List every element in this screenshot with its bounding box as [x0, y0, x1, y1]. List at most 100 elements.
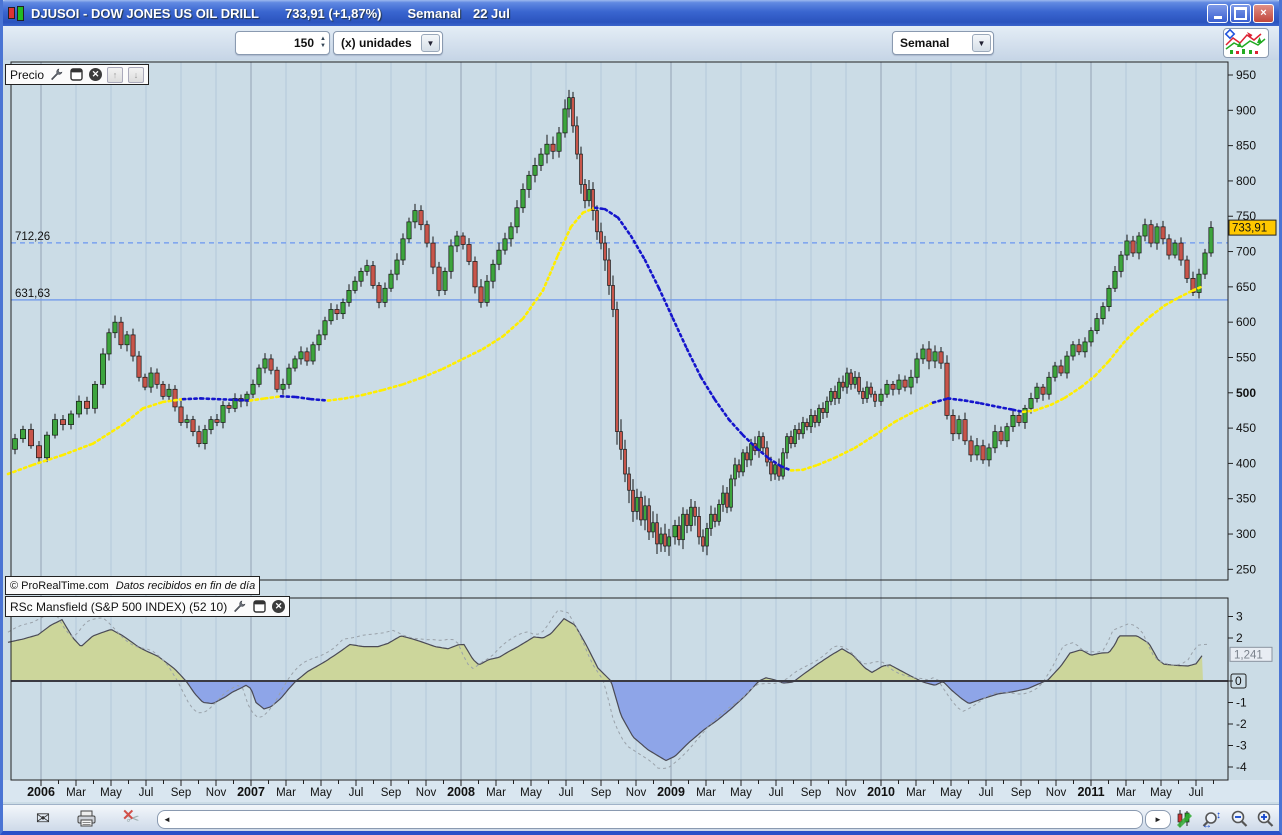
title-symbol: DJUSOI - DOW JONES US OIL DRILL	[31, 5, 260, 21]
print-icon[interactable]	[75, 808, 99, 829]
spinner-arrows-icon[interactable]: ▲ ▼	[320, 36, 326, 49]
svg-text:2006: 2006	[27, 785, 55, 799]
svg-text:Mar: Mar	[696, 787, 716, 799]
units-count-value: 150	[293, 36, 314, 50]
toolbar: 150 ▲ ▼ (x) unidades ▼ Semanal ▼	[3, 26, 1279, 61]
title-date: 22 Jul	[472, 5, 510, 21]
zoom-fit-icon[interactable]: ↕ ↔	[1200, 808, 1224, 829]
minimize-button[interactable]	[1207, 4, 1228, 23]
svg-text:450: 450	[1236, 421, 1256, 435]
disabled-cross-icon: ✕	[122, 807, 135, 824]
svg-text:Sep: Sep	[591, 787, 611, 799]
maximize-button[interactable]	[1230, 4, 1251, 23]
svg-text:2008: 2008	[447, 785, 475, 799]
detach-window-icon[interactable]	[69, 67, 84, 82]
svg-text:600: 600	[1236, 315, 1256, 329]
svg-text:Jul: Jul	[139, 787, 154, 799]
svg-text:550: 550	[1236, 350, 1256, 364]
chart-plot-surface[interactable]: 712,26 631,63 250 300 350 400 450 500 550 600 650 7…	[3, 0, 1282, 835]
svg-text:Jul: Jul	[559, 787, 574, 799]
cut-icon-disabled: ✂ ✕	[122, 807, 140, 828]
svg-text:850: 850	[1236, 139, 1256, 153]
move-panel-down-icon[interactable]: ↓	[128, 66, 145, 83]
rsc-mansfield-indicator[interactable]	[7, 609, 1228, 770]
wrench-icon[interactable]	[232, 599, 247, 614]
wrench-icon[interactable]	[49, 67, 64, 82]
last-price-label: 733,91	[1232, 223, 1267, 235]
svg-text:Sep: Sep	[801, 787, 821, 799]
svg-text:Jul: Jul	[769, 787, 784, 799]
candles	[12, 89, 1214, 556]
svg-text:Mar: Mar	[66, 787, 86, 799]
svg-text:800: 800	[1236, 174, 1256, 188]
svg-text:Nov: Nov	[416, 787, 437, 799]
horizontal-scrollbar[interactable]: ◄	[157, 810, 1143, 829]
svg-text:May: May	[100, 787, 122, 799]
svg-text:May: May	[1150, 787, 1172, 799]
titlebar: DJUSOI - DOW JONES US OIL DRILL 733,91 (…	[3, 0, 1279, 26]
timeframe-dropdown[interactable]: Semanal ▼	[892, 31, 994, 55]
svg-text:Jul: Jul	[979, 787, 994, 799]
mail-icon[interactable]: ✉	[35, 808, 51, 828]
moving-average-line	[6, 206, 1205, 476]
price-chart[interactable]: 712,26 631,63	[6, 89, 1228, 556]
svg-text:0: 0	[1235, 674, 1242, 688]
price-axis: 2503003504004505005506006507007508008509…	[1228, 68, 1277, 576]
indicator-panel-title: RSc Mansfield (S&P 500 INDEX) (52 10)	[10, 599, 228, 614]
data-delivery-note: Datos recibidos en fin de día	[115, 579, 256, 592]
svg-text:Mar: Mar	[486, 787, 506, 799]
chart-settings-icon[interactable]	[1173, 808, 1197, 829]
close-panel-icon[interactable]: ✕	[89, 68, 103, 81]
svg-text:950: 950	[1236, 68, 1256, 82]
units-mode-dropdown[interactable]: (x) unidades ▼	[333, 31, 443, 55]
svg-text:Nov: Nov	[626, 787, 647, 799]
chart-style-icon[interactable]	[1223, 28, 1269, 58]
svg-text:-1: -1	[1236, 696, 1247, 710]
svg-text:2: 2	[1236, 631, 1243, 645]
svg-text:500: 500	[1236, 386, 1256, 400]
indicator-line	[7, 617, 1203, 762]
indicator-signal-line	[7, 609, 1209, 770]
svg-text:↔: ↔	[1202, 820, 1212, 829]
close-panel-icon[interactable]: ✕	[272, 600, 286, 613]
svg-text:700: 700	[1236, 245, 1256, 259]
chevron-down-icon[interactable]: ▼	[421, 34, 440, 52]
indicator-positive-area	[11, 618, 1203, 681]
zoom-out-icon[interactable]	[1227, 808, 1251, 829]
timeframe-value: Semanal	[900, 36, 950, 50]
scroll-right-button[interactable]: ►	[1145, 810, 1171, 829]
svg-text:Mar: Mar	[1116, 787, 1136, 799]
detach-window-icon[interactable]	[252, 599, 267, 614]
units-count-spinner[interactable]: 150 ▲ ▼	[235, 31, 330, 55]
move-panel-up-icon[interactable]: ↑	[107, 66, 124, 83]
svg-text:900: 900	[1236, 103, 1256, 117]
svg-text:1,241: 1,241	[1234, 649, 1263, 661]
indicator-axis: 3 2 -1 -2 -3 -4 0 1,241	[1228, 610, 1273, 774]
svg-text:Sep: Sep	[381, 787, 401, 799]
maximize-icon	[1234, 7, 1247, 20]
svg-text:Jul: Jul	[1189, 787, 1204, 799]
svg-text:2009: 2009	[657, 785, 685, 799]
minimize-icon	[1213, 16, 1222, 19]
svg-text:Sep: Sep	[171, 787, 191, 799]
svg-text:250: 250	[1236, 562, 1256, 576]
copyright-note: © ProRealTime.com Datos recibidos en fin…	[5, 576, 261, 595]
svg-text:400: 400	[1236, 456, 1256, 470]
price-level-label: 631,63	[15, 288, 50, 300]
title-timeframe: Semanal	[407, 5, 461, 21]
svg-text:May: May	[310, 787, 332, 799]
close-button[interactable]: ×	[1253, 4, 1274, 23]
scroll-left-icon[interactable]: ◄	[163, 815, 171, 824]
svg-text:2007: 2007	[237, 785, 265, 799]
zoom-in-icon[interactable]	[1253, 808, 1277, 829]
svg-text:300: 300	[1236, 527, 1256, 541]
svg-text:Nov: Nov	[836, 787, 857, 799]
units-mode-value: (x) unidades	[341, 36, 412, 50]
chevron-down-icon[interactable]: ▼	[972, 34, 991, 52]
svg-text:2011: 2011	[1077, 785, 1104, 799]
svg-text:3: 3	[1236, 610, 1243, 624]
svg-text:May: May	[730, 787, 752, 799]
svg-text:-2: -2	[1236, 717, 1247, 731]
copyright-text: © ProRealTime.com	[10, 579, 109, 592]
svg-text:Nov: Nov	[1046, 787, 1067, 799]
